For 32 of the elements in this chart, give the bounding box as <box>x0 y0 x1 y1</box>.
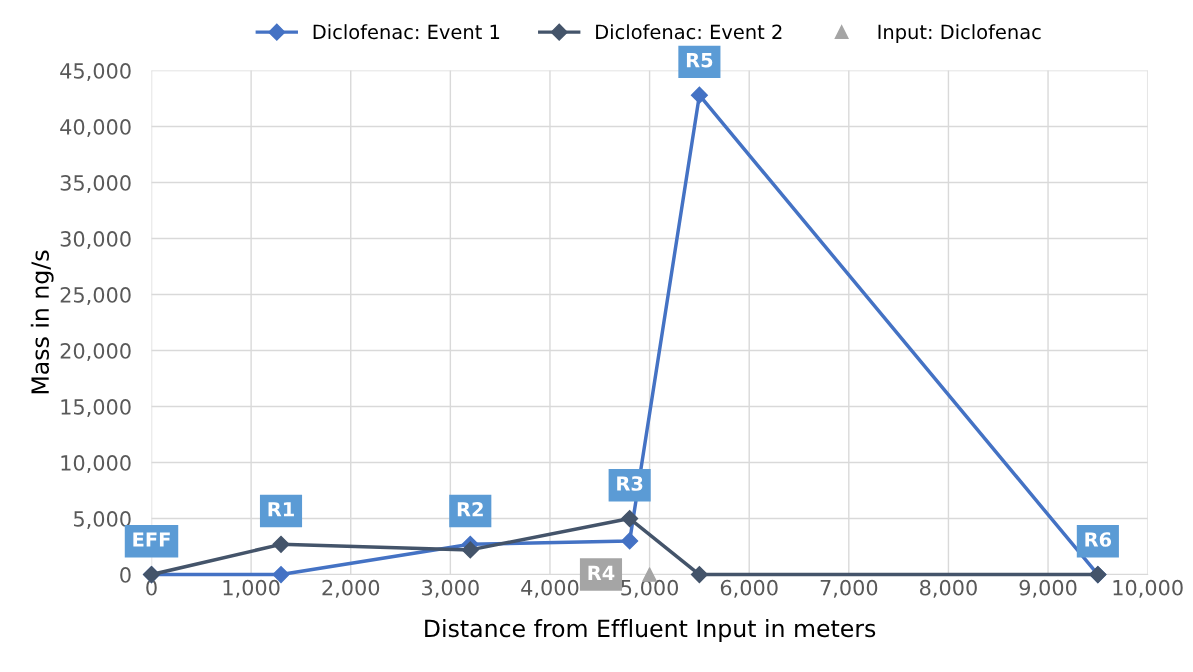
x-tick-label: 6,000 <box>720 579 778 598</box>
annotation: R3 <box>617 476 643 491</box>
annotation: EFF <box>133 532 170 547</box>
y-tick-label: 25,000 <box>60 287 131 305</box>
y-tick-label: 15,000 <box>61 399 131 417</box>
x-tick-label: 7,000 <box>820 579 878 598</box>
y-tick-label: 45,000 <box>60 63 131 81</box>
y-tick-label: 30,000 <box>60 231 131 249</box>
legend-label: Diclofenac: Event 2 <box>596 24 782 40</box>
legend-label: Diclofenac: Event 1 <box>313 24 500 40</box>
x-tick-label: 4,000 <box>521 579 579 598</box>
annotation: R4 <box>588 565 615 580</box>
y-tick-label: 40,000 <box>60 119 131 137</box>
y-tick-label: 0 <box>120 567 131 583</box>
x-tick-label: 8,000 <box>920 579 977 598</box>
x-tick-label: 2,000 <box>322 579 380 598</box>
x-axis-title: Distance from Effluent Input in meters <box>425 619 876 642</box>
legend-label: Input: Diclofenac <box>878 24 1041 43</box>
annotation: R6 <box>1085 532 1112 547</box>
annotation: R5 <box>686 53 713 68</box>
x-tick-label: 5,000 <box>621 579 679 598</box>
x-tick-label: 3,000 <box>422 579 479 598</box>
y-tick-label: 35,000 <box>60 175 131 193</box>
annotation: R1 <box>268 502 294 517</box>
x-tick-label: 10,000 <box>1113 579 1183 598</box>
y-axis-title: Mass in ng/s <box>30 250 54 394</box>
x-tick-label: 1,000 <box>223 579 280 598</box>
x-tick-label: 9,000 <box>1019 579 1077 598</box>
annotation: R2 <box>457 501 483 517</box>
y-tick-label: 5,000 <box>74 511 131 529</box>
y-tick-label: 20,000 <box>60 343 131 361</box>
y-tick-label: 10,000 <box>61 455 131 473</box>
